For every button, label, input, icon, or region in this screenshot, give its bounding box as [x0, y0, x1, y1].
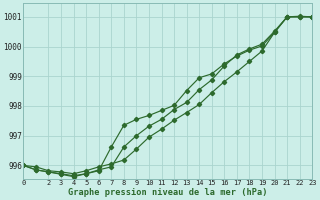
X-axis label: Graphe pression niveau de la mer (hPa): Graphe pression niveau de la mer (hPa) [68, 188, 268, 197]
